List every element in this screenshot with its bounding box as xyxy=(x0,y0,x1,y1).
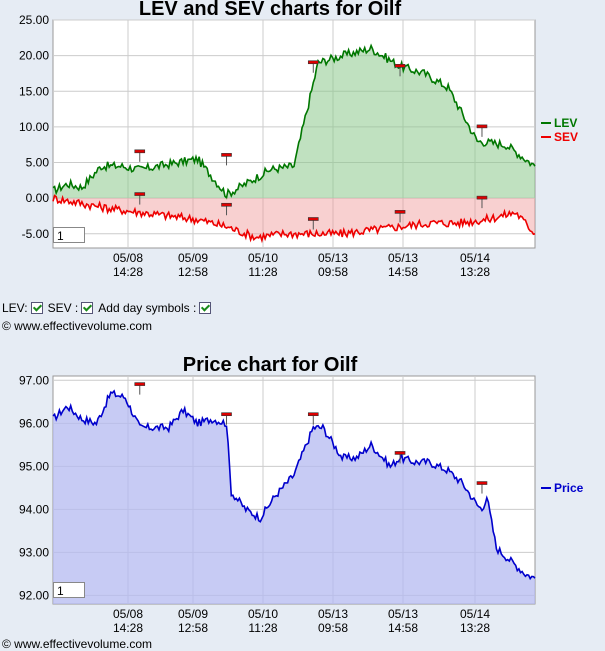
x-tick-date: 05/13 xyxy=(318,607,348,621)
sev-toggle-label: SEV : xyxy=(47,301,79,315)
x-tick-date: 05/13 xyxy=(318,251,348,265)
day-marker xyxy=(394,64,406,68)
x-tick-date: 05/10 xyxy=(248,251,278,265)
series-toggle-bar: LEV: SEV : Add day symbols : xyxy=(2,301,213,315)
x-tick-time: 11:28 xyxy=(248,621,277,635)
x-tick-date: 05/09 xyxy=(178,251,208,265)
x-tick-date: 05/13 xyxy=(388,251,418,265)
x-tick-time: 14:28 xyxy=(113,265,143,279)
day-marker xyxy=(307,412,319,417)
y-tick-label: -5.00 xyxy=(22,227,50,241)
legend-label: Price xyxy=(554,481,584,495)
chart1-zoom-input[interactable]: 1 xyxy=(53,227,85,243)
x-tick-date: 05/08 xyxy=(113,607,143,621)
x-tick-date: 05/10 xyxy=(248,607,278,621)
y-tick-label: 25.00 xyxy=(19,13,49,27)
series-line-sev xyxy=(52,194,536,244)
series-area-price xyxy=(53,391,535,604)
day-marker xyxy=(134,149,146,154)
x-tick-time: 11:28 xyxy=(248,265,277,279)
day-marker xyxy=(394,451,406,455)
day-marker xyxy=(307,217,319,221)
x-tick-time: 09:58 xyxy=(318,265,348,279)
day-marker xyxy=(476,195,488,200)
x-tick-time: 12:58 xyxy=(178,265,208,279)
day-marker xyxy=(476,481,488,485)
chart2-title: Price chart for Oilf xyxy=(182,354,358,376)
day-symbols-label: Add day symbols : xyxy=(98,301,197,315)
y-tick-label: 96.00 xyxy=(19,416,49,430)
day-symbols-checkbox[interactable] xyxy=(199,302,212,314)
x-tick-time: 14:58 xyxy=(388,265,418,279)
sev-checkbox[interactable] xyxy=(81,302,94,314)
series-line-price xyxy=(52,389,536,581)
day-marker xyxy=(134,382,146,386)
x-tick-date: 05/14 xyxy=(460,251,490,265)
y-tick-label: 0.00 xyxy=(26,191,50,205)
x-tick-date: 05/14 xyxy=(460,607,490,621)
y-tick-label: 10.00 xyxy=(19,120,49,134)
x-tick-time: 13:28 xyxy=(460,621,490,635)
x-tick-time: 09:58 xyxy=(318,621,348,635)
day-marker xyxy=(394,210,406,214)
legend-label: LEV xyxy=(554,116,577,130)
day-marker xyxy=(307,60,319,65)
series-area-sev xyxy=(53,195,535,241)
y-tick-label: 92.00 xyxy=(19,588,49,602)
x-tick-time: 14:28 xyxy=(113,621,143,635)
day-marker xyxy=(221,412,232,417)
legend-label: SEV xyxy=(554,130,578,144)
y-tick-label: 15.00 xyxy=(19,84,49,98)
y-tick-label: 95.00 xyxy=(19,459,49,473)
x-tick-time: 13:28 xyxy=(460,265,490,279)
day-marker xyxy=(134,192,146,196)
y-tick-label: 93.00 xyxy=(19,545,49,559)
x-tick-time: 14:58 xyxy=(388,621,418,635)
series-area-lev xyxy=(53,45,535,199)
copyright-text-2: © www.effectivevolume.com xyxy=(2,637,153,651)
copyright-text: © www.effectivevolume.com xyxy=(2,319,153,333)
y-tick-label: 97.00 xyxy=(19,373,49,387)
lev-checkbox[interactable] xyxy=(30,302,43,314)
price-chart: 97.00 96.00 95.00 94.00 93.00 92.00 05/0814:28… xyxy=(19,373,584,635)
lev-toggle-label: LEV: xyxy=(2,301,28,315)
lev-sev-chart: 25.0020.0015.0010.005.000.00-5.0005/0814… xyxy=(19,13,578,279)
x-tick-date: 05/13 xyxy=(388,607,418,621)
x-tick-date: 05/09 xyxy=(178,607,208,621)
x-tick-date: 05/08 xyxy=(113,251,143,265)
chart2-zoom-input[interactable]: 1 xyxy=(53,582,85,598)
day-marker xyxy=(221,153,232,157)
series-line-lev xyxy=(52,43,536,200)
y-tick-label: 20.00 xyxy=(19,49,49,63)
x-tick-time: 12:58 xyxy=(178,621,208,635)
day-marker xyxy=(221,202,232,207)
chart1-title: LEV and SEV charts for Oilf xyxy=(138,0,402,20)
y-tick-label: 5.00 xyxy=(26,156,50,170)
y-tick-label: 94.00 xyxy=(19,502,49,516)
day-marker xyxy=(476,124,488,129)
